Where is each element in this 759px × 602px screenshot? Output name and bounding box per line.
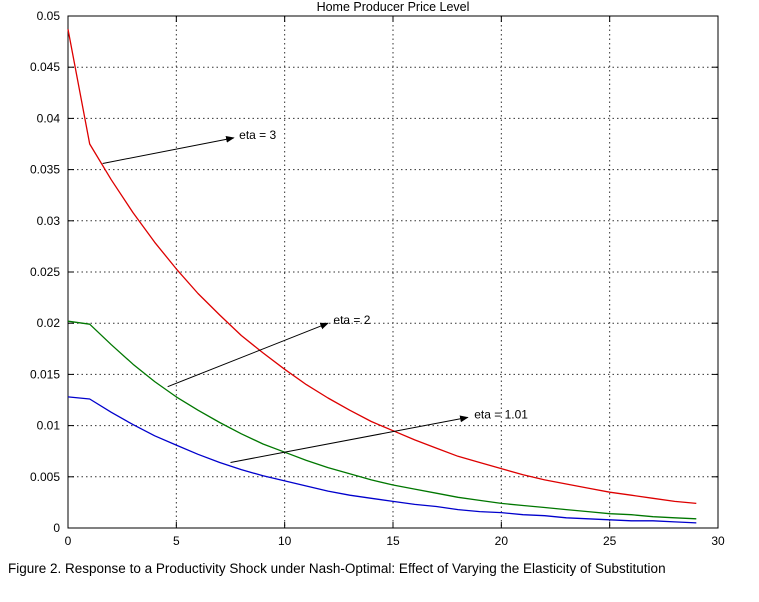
annotation-arrow-3 xyxy=(230,415,469,463)
svg-text:0.005: 0.005 xyxy=(30,470,60,484)
svg-text:0.02: 0.02 xyxy=(37,316,61,330)
annotation-label-2: eta = 2 xyxy=(333,313,370,327)
annotation-label-3: eta = 1.01 xyxy=(474,407,528,421)
svg-text:0.01: 0.01 xyxy=(37,419,61,433)
svg-text:0.04: 0.04 xyxy=(37,111,61,125)
svg-text:0: 0 xyxy=(53,521,60,535)
chart-title: Home Producer Price Level xyxy=(317,0,470,14)
series-line-1 xyxy=(67,29,697,505)
annotation-arrow-2 xyxy=(167,322,329,388)
grid-lines xyxy=(68,16,718,528)
series-line-2 xyxy=(67,320,697,520)
svg-text:0.025: 0.025 xyxy=(30,265,60,279)
svg-text:5: 5 xyxy=(173,534,180,548)
svg-text:0.015: 0.015 xyxy=(30,367,60,381)
home-producer-price-level-chart: 0 5 10 15 20 25 30 0 0.005 0.01 0.015 0.02 0.025 0.03… xyxy=(30,0,725,548)
x-tick-labels: 0 5 10 15 20 25 30 xyxy=(65,534,725,548)
svg-text:0: 0 xyxy=(65,534,72,548)
y-tick-labels: 0 0.005 0.01 0.015 0.02 0.025 0.03 0.035 0.04 0.0… xyxy=(30,9,60,535)
svg-text:0.05: 0.05 xyxy=(37,9,61,23)
svg-text:25: 25 xyxy=(603,534,617,548)
svg-text:30: 30 xyxy=(711,534,725,548)
svg-text:0.03: 0.03 xyxy=(37,214,61,228)
svg-text:0.045: 0.045 xyxy=(30,60,60,74)
svg-text:10: 10 xyxy=(278,534,292,548)
axis-ticks xyxy=(67,15,719,529)
figure-caption: Figure 2. Response to a Productivity Sho… xyxy=(8,561,666,576)
series-line-3 xyxy=(67,396,697,524)
svg-text:0.035: 0.035 xyxy=(30,163,60,177)
annotation-label-1: eta = 3 xyxy=(239,128,276,142)
svg-text:15: 15 xyxy=(386,534,400,548)
svg-text:20: 20 xyxy=(495,534,509,548)
annotation-arrow-1 xyxy=(102,135,235,164)
